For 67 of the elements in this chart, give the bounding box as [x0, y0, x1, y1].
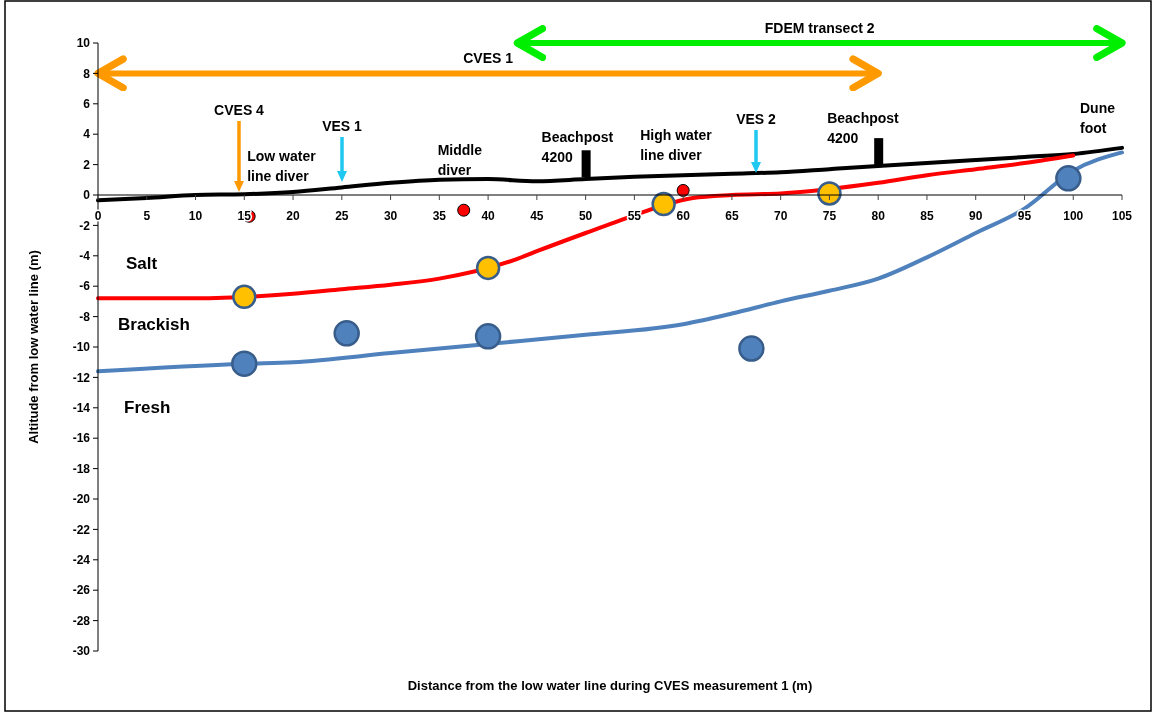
annotation: VES 1: [322, 118, 363, 134]
y-tick-label: -16: [72, 431, 91, 446]
y-tick-label: -18: [72, 461, 91, 476]
y-tick-label: 10: [76, 36, 91, 51]
annotation: Low water line diver: [247, 148, 317, 185]
y-tick-label: 8: [83, 66, 91, 81]
y-tick-label: -22: [72, 522, 91, 537]
x-tick-label: 75: [822, 209, 837, 223]
x-axis-title: Distance from the low water line during CVES measurement 1 (m): [407, 678, 813, 693]
x-tick-label: 65: [725, 209, 739, 223]
annotation: Dune foot: [1080, 99, 1116, 136]
point: [817, 181, 842, 206]
y-tick-label: -12: [72, 370, 91, 385]
point: [651, 191, 676, 217]
annotation: VES 2: [736, 111, 777, 127]
x-tick-label: 70: [773, 209, 788, 223]
series-label: FDEM transect 2: [764, 20, 875, 36]
point: [1055, 165, 1082, 192]
y-tick-label: -24: [72, 553, 91, 567]
x-tick-label: 100: [1063, 209, 1084, 223]
y-tick-label: 0: [83, 188, 91, 203]
y-tick-label: -14: [72, 401, 91, 415]
x-tick-label: 40: [481, 209, 496, 223]
y-axis-title: Altitude from low water line (m): [26, 250, 41, 444]
y-tick-label: 2: [83, 157, 91, 172]
x-tick-label: 85: [920, 209, 934, 223]
y-tick-label: 4: [83, 127, 91, 142]
annotation: Beachpost 4200: [827, 110, 900, 147]
y-tick-label: -2: [79, 218, 91, 233]
annotation: Salt: [126, 254, 158, 273]
x-tick-label: 45: [530, 209, 544, 223]
x-tick-label: 35: [432, 209, 447, 223]
point: [333, 320, 360, 347]
x-tick-label: 25: [335, 209, 349, 223]
y-tick-label: -30: [72, 644, 91, 659]
y-tick-label: -20: [72, 492, 91, 507]
point: [738, 335, 765, 362]
x-tick-label: 0: [94, 209, 102, 223]
y-tick-label: -8: [79, 309, 91, 324]
y-tick-label: -10: [72, 340, 91, 355]
x-tick-label: 90: [969, 209, 983, 223]
annotation: Beachpost 4200: [541, 129, 614, 166]
y-tick-label: -28: [72, 613, 91, 628]
annotation: Fresh: [124, 398, 171, 417]
annotation: Middle diver: [437, 142, 483, 179]
y-tick-label: 6: [83, 97, 91, 111]
x-tick-label: 80: [871, 209, 886, 223]
x-tick-label: 105: [1111, 209, 1133, 223]
point: [231, 350, 258, 377]
x-tick-label: 60: [676, 209, 691, 223]
x-tick-label: 10: [188, 209, 203, 223]
series-label: CVES 1: [463, 50, 514, 67]
x-tick-label: 50: [578, 209, 593, 223]
y-tick-label: -6: [79, 279, 91, 294]
x-tick-label: 30: [383, 209, 398, 223]
point: [474, 323, 502, 350]
x-tick-label: 95: [1017, 209, 1032, 223]
y-tick-label: -26: [72, 583, 91, 598]
point: [457, 203, 471, 217]
annotation: Brackish: [118, 315, 190, 334]
x-tick-label: 5: [143, 209, 151, 223]
point: [475, 255, 501, 281]
annotation: High water line diver: [640, 127, 713, 164]
x-tick-label: 20: [286, 209, 301, 223]
point: [232, 284, 257, 310]
annotation: CVES 4: [214, 102, 265, 118]
y-tick-label: -4: [79, 249, 91, 263]
